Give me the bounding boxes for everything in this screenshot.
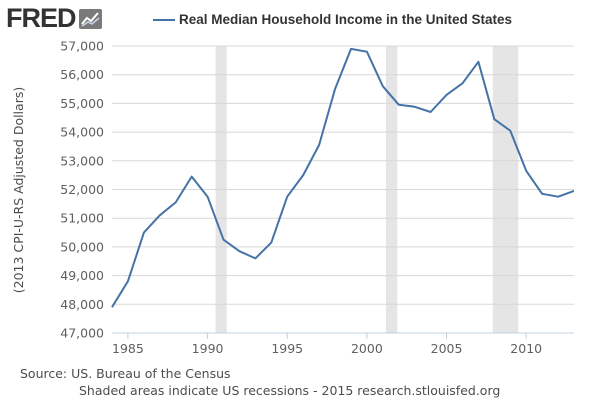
footer-source: Source: US. Bureau of the Census <box>20 366 231 381</box>
horizontal-gridlines <box>112 45 574 305</box>
x-tick-label: 2005 <box>431 341 463 356</box>
x-tick-label: 2010 <box>510 341 542 356</box>
fred-logo-text: FRED <box>6 3 76 33</box>
x-axis-ticks: 1985 1990 1995 2000 2005 2010 <box>112 333 542 356</box>
y-tick-label: 48,000 <box>60 297 104 312</box>
line-chart: 47,000 48,000 49,000 50,000 51,000 52,000 53,0… <box>11 39 575 356</box>
fred-chart-icon <box>78 9 102 29</box>
legend-series-swatch <box>153 18 175 21</box>
legend-series-label: Real Median Household Income in the Unit… <box>179 12 513 27</box>
fred-logo: FRED <box>6 4 102 32</box>
y-axis-ticks: 47,000 48,000 49,000 50,000 51,000 52,000 53,0… <box>60 39 104 341</box>
series-line <box>111 47 575 308</box>
x-tick-label: 1995 <box>271 341 303 356</box>
x-tick-label: 2000 <box>351 341 383 356</box>
y-tick-label: 55,000 <box>60 96 104 111</box>
y-tick-label: 49,000 <box>60 268 104 283</box>
y-axis-title: (2013 CPI-U-RS Adjusted Dollars) <box>11 87 26 293</box>
x-tick-label: 1985 <box>112 341 144 356</box>
y-tick-label: 47,000 <box>60 326 104 341</box>
footer-note: Shaded areas indicate US recessions - 20… <box>79 383 501 398</box>
y-tick-label: 53,000 <box>60 153 104 168</box>
y-tick-label: 50,000 <box>60 239 104 254</box>
y-tick-label: 52,000 <box>60 182 104 197</box>
y-tick-label: 54,000 <box>60 125 104 140</box>
y-tick-label: 56,000 <box>60 67 104 82</box>
x-tick-label: 1990 <box>192 341 224 356</box>
chart-legend: Real Median Household Income in the Unit… <box>153 12 512 27</box>
y-tick-label: 57,000 <box>60 39 104 54</box>
y-tick-label: 51,000 <box>60 211 104 226</box>
series-layer <box>111 47 575 308</box>
